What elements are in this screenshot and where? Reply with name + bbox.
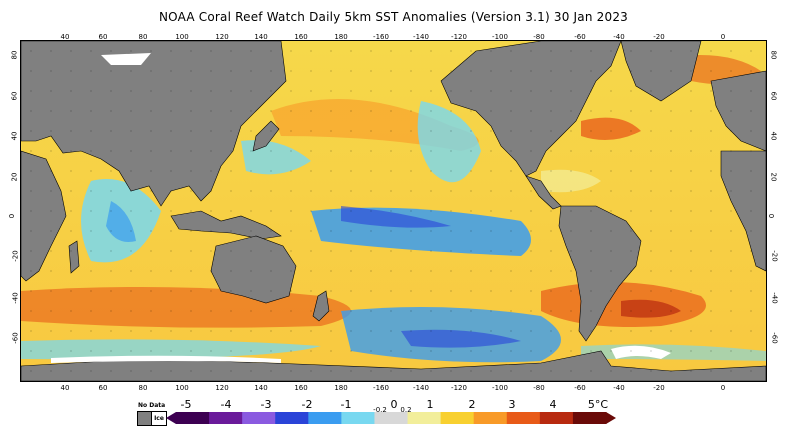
lat-tick-right: 20	[769, 172, 778, 182]
lat-tick-right: -20	[770, 250, 779, 262]
ice-label: Ice	[154, 415, 164, 422]
lon-tick-bottom: 80	[138, 384, 148, 392]
lon-tick-bottom: -140	[413, 384, 429, 392]
lat-tick-right: 80	[769, 50, 778, 60]
colorbar-label: 3	[508, 398, 516, 411]
lon-tick-top: 80	[138, 33, 148, 41]
lon-tick-top: -40	[613, 33, 625, 41]
lat-tick-right: 40	[769, 131, 778, 141]
colorbar-label: -4	[220, 398, 232, 411]
colorbar-label: 1	[426, 398, 434, 411]
colorbar-label: -5	[180, 398, 192, 411]
lon-tick-top: -100	[492, 33, 508, 41]
colorbar-label: -1	[340, 398, 352, 411]
sst-anomaly-map-svg	[21, 41, 766, 381]
lon-tick-top: 160	[294, 33, 308, 41]
colorbar-label: 4	[549, 398, 557, 411]
lon-tick-top: 120	[215, 33, 229, 41]
lon-tick-bottom: -40	[613, 384, 625, 392]
colorbar-label: 0	[390, 398, 398, 411]
colorbar-segment	[209, 412, 243, 424]
lat-tick-right: -40	[770, 292, 779, 304]
colorbar-segment	[374, 412, 409, 424]
lon-tick-bottom: 140	[254, 384, 268, 392]
colorbar-segment	[407, 412, 442, 424]
colorbar-segment	[440, 412, 475, 424]
lat-tick-right: 60	[769, 91, 778, 101]
lon-tick-bottom: 120	[215, 384, 229, 392]
colorbar-segment	[242, 412, 276, 424]
lat-tick-left: 0	[8, 213, 17, 219]
colorbar-label: 0.2	[400, 406, 412, 414]
colorbar-label: -3	[260, 398, 272, 411]
colorbar-segment	[176, 412, 210, 424]
lon-tick-bottom: 60	[98, 384, 108, 392]
colorbar-arrow-right	[606, 412, 616, 424]
colorbar-arrow-left	[166, 412, 176, 424]
map-title: NOAA Coral Reef Watch Daily 5km SST Anom…	[158, 10, 628, 24]
lon-tick-bottom: -100	[492, 384, 508, 392]
lat-tick-left: 20	[10, 172, 19, 182]
lon-tick-bottom: -20	[653, 384, 665, 392]
lat-tick-left: 40	[10, 131, 19, 141]
lat-tick-left: -20	[11, 250, 20, 262]
lon-tick-bottom: 100	[175, 384, 189, 392]
lon-tick-top: 100	[175, 33, 189, 41]
colorbar-segment	[506, 412, 541, 424]
lat-tick-left: -40	[11, 292, 20, 304]
lon-tick-top: -80	[533, 33, 545, 41]
lon-tick-top: -160	[373, 33, 389, 41]
colorbar-label: 2	[468, 398, 476, 411]
colorbar-segment	[341, 412, 375, 424]
graticule-dots	[21, 41, 766, 381]
lon-tick-bottom: -60	[574, 384, 586, 392]
lat-tick-right: 0	[767, 213, 776, 219]
colorbar-segment	[539, 412, 574, 424]
lon-tick-top: -140	[413, 33, 429, 41]
colorbar-label: -0.2	[373, 406, 387, 414]
colorbar-segment	[308, 412, 342, 424]
lat-tick-left: 80	[10, 50, 19, 60]
colorbar-segment	[275, 412, 309, 424]
lat-tick-left: -60	[11, 332, 20, 344]
lon-tick-top: 140	[254, 33, 268, 41]
lon-tick-bottom: 40	[60, 384, 70, 392]
colorbar	[166, 412, 616, 424]
lon-tick-top: 60	[98, 33, 108, 41]
nodata-swatch	[137, 411, 152, 426]
lon-tick-bottom: -80	[533, 384, 545, 392]
lat-tick-left: 60	[10, 91, 19, 101]
colorbar-segment	[473, 412, 508, 424]
lon-tick-bottom: 160	[294, 384, 308, 392]
lon-tick-bottom: 180	[334, 384, 348, 392]
nodata-label: No Data	[138, 402, 166, 409]
lon-tick-top: -60	[574, 33, 586, 41]
lat-tick-right: -60	[770, 332, 779, 344]
sst-anomaly-map	[20, 40, 767, 382]
lon-tick-top: 180	[334, 33, 348, 41]
lon-tick-bottom: 0	[720, 384, 726, 392]
lon-tick-top: 0	[720, 33, 726, 41]
lon-tick-bottom: -120	[451, 384, 467, 392]
lon-tick-top: 40	[60, 33, 70, 41]
ice-swatch: Ice	[151, 411, 167, 426]
colorbar-label: -2	[301, 398, 313, 411]
colorbar-label: 5°C	[587, 398, 609, 411]
lon-tick-bottom: -160	[373, 384, 389, 392]
lon-tick-top: -20	[653, 33, 665, 41]
lon-tick-top: -120	[451, 33, 467, 41]
colorbar-segment	[572, 412, 607, 424]
